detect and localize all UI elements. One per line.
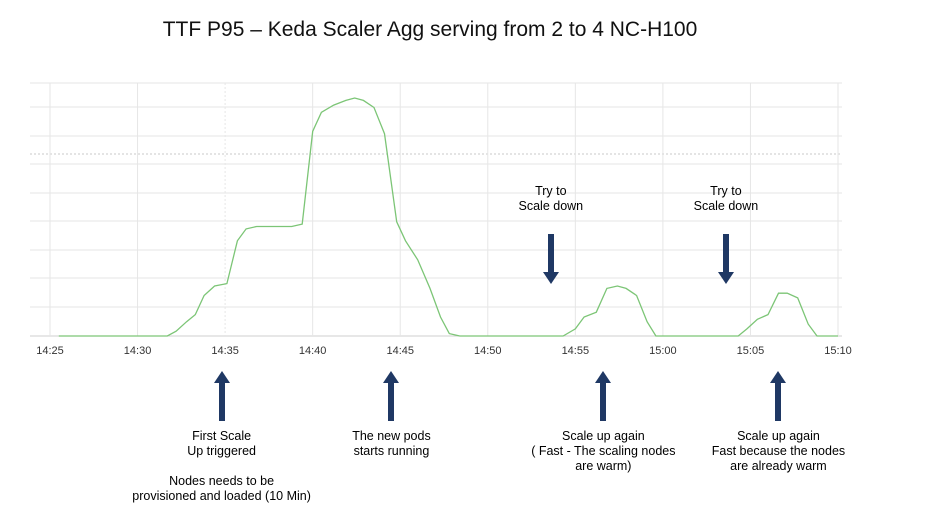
x-tick-label: 14:35 bbox=[211, 345, 239, 357]
annotation-text: Scale up again ( Fast - The scaling node… bbox=[531, 429, 676, 473]
x-tick-label: 14:50 bbox=[474, 345, 502, 357]
arrow-up-icon bbox=[383, 371, 400, 421]
x-tick-label: 14:25 bbox=[36, 345, 64, 357]
x-tick-label: 15:10 bbox=[824, 345, 852, 357]
annotation-text: Scale up again Fast because the nodes ar… bbox=[711, 429, 846, 473]
arrow-up-icon bbox=[213, 371, 230, 421]
x-tick-label: 15:00 bbox=[649, 345, 677, 357]
x-axis-tick-labels: 14:25 14:30 14:35 14:40 14:45 14:50 14:55 15:00… bbox=[36, 345, 852, 357]
arrow-up-icon bbox=[770, 371, 787, 421]
x-tick-label: 14:45 bbox=[386, 345, 414, 357]
x-tick-label: 14:55 bbox=[562, 345, 590, 357]
x-tick-label: 15:05 bbox=[737, 345, 765, 357]
chart-title: TTF P95 – Keda Scaler Agg serving from 2… bbox=[162, 18, 698, 41]
annotation-text: Try to Scale down bbox=[518, 184, 584, 213]
arrow-down-icon bbox=[542, 234, 559, 284]
annotation-text: The new pods starts running bbox=[352, 429, 431, 458]
x-tick-label: 14:30 bbox=[124, 345, 152, 357]
arrow-down-icon bbox=[717, 234, 734, 284]
x-tick-label: 14:40 bbox=[299, 345, 327, 357]
annotation-text: First Scale Up triggered Nodes needs to … bbox=[132, 429, 311, 503]
annotation-text: Try to Scale down bbox=[693, 184, 759, 213]
series-line bbox=[58, 97, 838, 337]
arrow-up-icon bbox=[595, 371, 612, 421]
grid bbox=[30, 82, 842, 337]
